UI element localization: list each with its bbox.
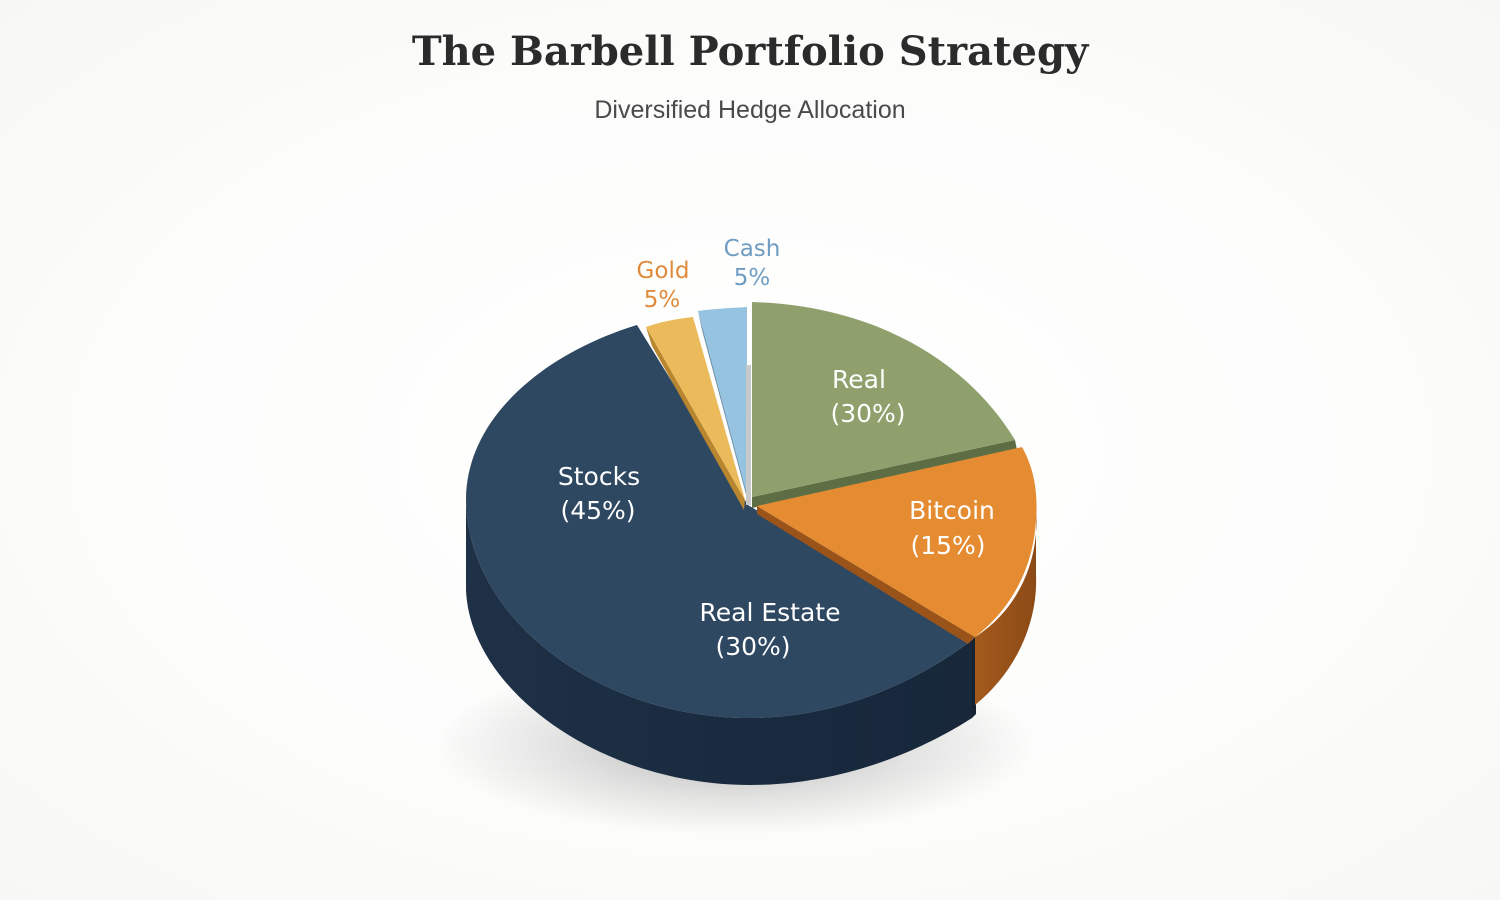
slice-real[interactable]	[752, 302, 1017, 508]
slice-gold-side	[646, 327, 745, 510]
label-real-pct: (30%)	[830, 399, 905, 428]
label-bitcoin-name: Bitcoin	[909, 496, 995, 525]
slice-stocks-side	[466, 500, 972, 785]
slice-real-top	[752, 302, 1015, 497]
label-cash-pct: 5%	[734, 265, 771, 291]
slice-bitcoin-inner-side	[757, 506, 975, 644]
label-bitcoin-pct: (15%)	[910, 531, 985, 560]
slice-gold[interactable]	[646, 317, 745, 510]
slice-cash[interactable]	[698, 307, 751, 505]
slice-stocks-top	[466, 325, 972, 718]
slice-bitcoin-top	[757, 447, 1037, 637]
slice-cash-top	[698, 307, 747, 495]
chart-subtitle: Diversified Hedge Allocation	[594, 96, 906, 124]
chart-title: The Barbell Portfolio Strategy	[411, 28, 1089, 75]
slice-bitcoin[interactable]	[757, 447, 1037, 705]
center-gap	[746, 365, 751, 505]
label-stocks-pct: (45%)	[560, 496, 635, 525]
slice-real-side	[752, 440, 1017, 508]
label-stocks-name: Stocks	[558, 462, 640, 491]
label-real-name: Real	[832, 365, 886, 394]
slice-gold-top	[646, 317, 745, 500]
label-gold-pct: 5%	[644, 287, 681, 313]
label-cash-name: Cash	[724, 236, 781, 262]
label-real-estate-name: Real Estate	[700, 598, 841, 627]
slice-bitcoin-side	[975, 510, 1037, 705]
label-gold-name: Gold	[637, 258, 690, 284]
label-real-estate-pct: (30%)	[715, 632, 790, 661]
slice-cash-side	[698, 311, 747, 498]
